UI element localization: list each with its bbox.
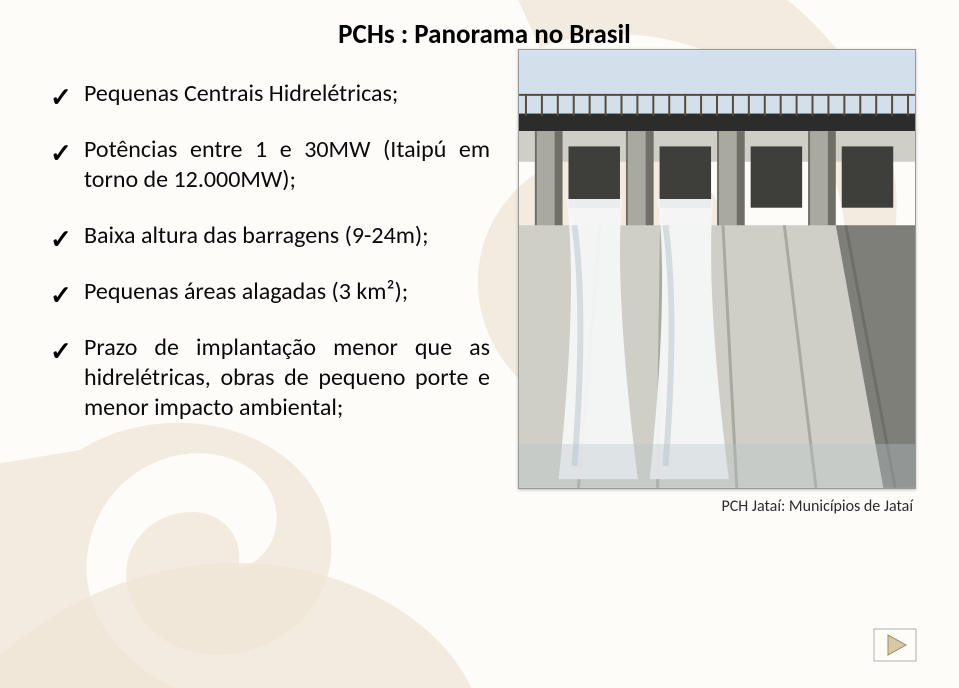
bullet-item: ✓Pequenas áreas alagadas (3 km²); — [50, 277, 490, 307]
bullet-item: ✓Baixa altura das barragens (9-24m); — [50, 221, 490, 251]
next-arrow-icon — [873, 628, 917, 662]
check-icon: ✓ — [50, 335, 72, 368]
bullet-text: Baixa altura das barragens (9-24m); — [84, 221, 429, 250]
slide-title: PCHs : Panorama no Brasil — [50, 18, 919, 51]
check-icon: ✓ — [50, 137, 72, 170]
bullet-text: Pequenas áreas alagadas (3 km²); — [84, 277, 408, 306]
check-icon: ✓ — [50, 81, 72, 114]
dam-image — [518, 49, 916, 489]
bullet-item: ✓ Potências entre 1 e 30MW (Itaipú em tor… — [50, 135, 490, 195]
figure-caption: PCH Jataí: Municípios de Jataí — [722, 497, 914, 516]
check-icon: ✓ — [50, 279, 72, 312]
bullet-item: ✓ Prazo de implantação menor que as hidre… — [50, 333, 490, 423]
bullet-text: Pequenas Centrais Hidrelétricas; — [84, 79, 398, 108]
figure: PCH Jataí: Municípios de Jataí — [514, 49, 919, 516]
bullet-text: Prazo de implantação menor que as hidrel… — [84, 333, 490, 422]
bullet-text: Potências entre 1 e 30MW (Itaipú em torn… — [84, 135, 490, 194]
bullet-list: ✓Pequenas Centrais Hidrelétricas;✓Potênc… — [50, 79, 490, 449]
slide: PCHs : Panorama no Brasil ✓Pequenas Cent… — [0, 0, 959, 688]
next-button[interactable] — [873, 628, 917, 662]
check-icon: ✓ — [50, 223, 72, 256]
bullet-item: ✓Pequenas Centrais Hidrelétricas; — [50, 79, 490, 109]
content-row: ✓Pequenas Centrais Hidrelétricas;✓Potênc… — [50, 79, 919, 516]
